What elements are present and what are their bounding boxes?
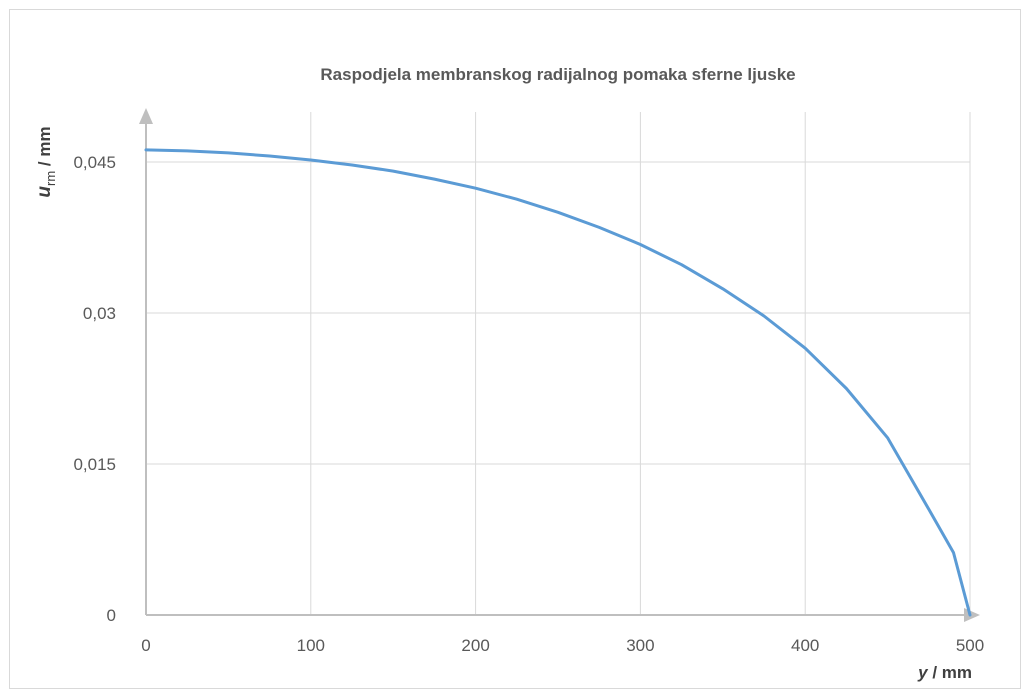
y-axis-arrow (139, 108, 153, 124)
x-axis-unit: / mm (928, 663, 972, 682)
x-axis-label: y / mm (917, 663, 972, 682)
series-line (144, 148, 972, 617)
y-tick-label: 0,015 (73, 455, 116, 474)
y-axis-label: urm / mm (34, 126, 58, 197)
y-tick-label: 0 (107, 606, 116, 625)
x-tick-label: 500 (956, 636, 984, 655)
x-tick-label: 300 (626, 636, 654, 655)
x-axis-arrow (964, 608, 980, 622)
x-axis-symbol: y (917, 663, 929, 682)
gridlines (146, 112, 971, 615)
y-tick-label: 0,03 (83, 304, 116, 323)
series-layer (144, 148, 972, 617)
x-tick-label: 200 (461, 636, 489, 655)
tick-labels: 0 100 200 300 400 500 0 0,015 0,03 0,045 (73, 153, 984, 655)
chart-title: Raspodjela membranskog radijalnog pomaka… (320, 65, 795, 84)
y-axis-subscript: rm (43, 171, 58, 186)
y-axis-unit: / mm (35, 126, 54, 170)
x-tick-label: 100 (297, 636, 325, 655)
chart-frame (9, 9, 1021, 689)
y-axis-symbol: u (34, 186, 55, 198)
x-tick-label: 400 (791, 636, 819, 655)
axes (139, 108, 980, 622)
y-tick-label: 0,045 (73, 153, 116, 172)
x-tick-label: 0 (141, 636, 150, 655)
